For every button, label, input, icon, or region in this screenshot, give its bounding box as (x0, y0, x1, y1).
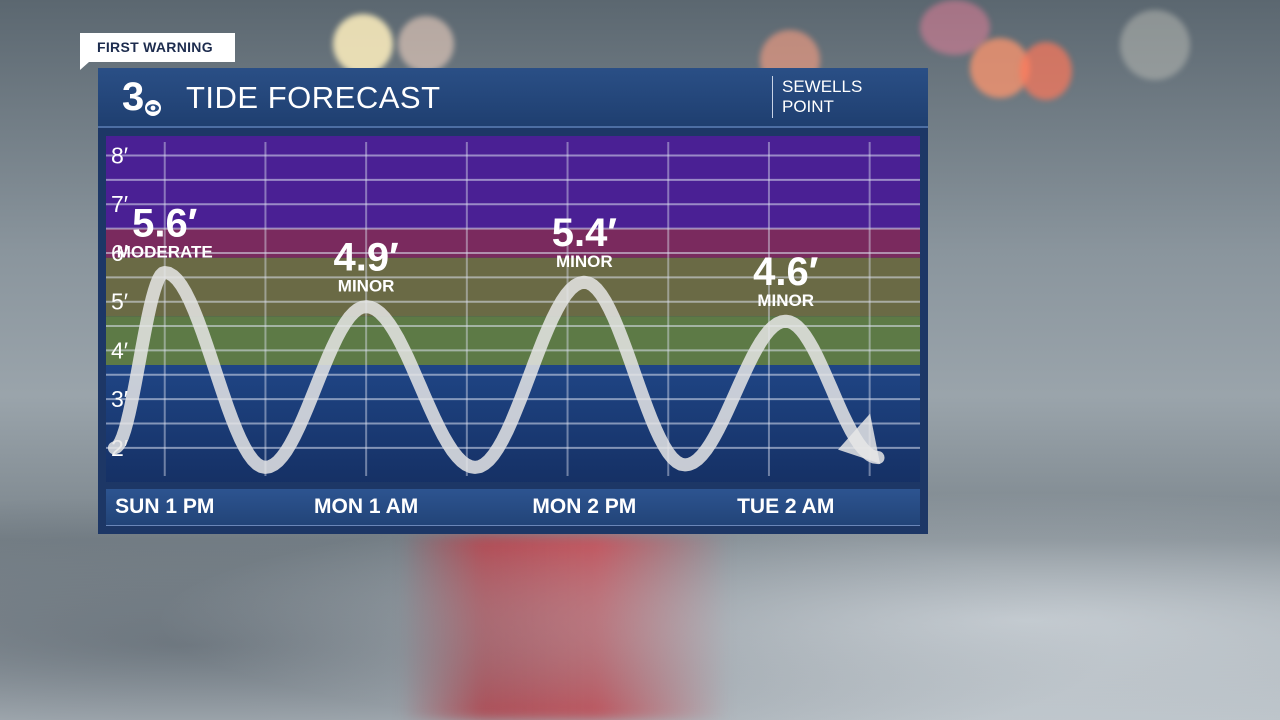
peak-value-label: 5.4′ (552, 211, 617, 255)
first-warning-tag: FIRST WARNING (80, 33, 235, 70)
x-tick-label: MON 2 PM (532, 495, 637, 518)
location-line-2: POINT (782, 97, 834, 116)
location-line-1: SEWELLS (782, 77, 863, 96)
light-bokeh (1120, 10, 1190, 80)
header-bar (98, 68, 928, 128)
peak-flood-level-label: MINOR (556, 252, 613, 271)
x-tick-label: SUN 1 PM (115, 495, 215, 518)
y-tick-label: 8′ (111, 142, 128, 168)
x-axis-label-row (106, 489, 920, 526)
peak-value-label: 4.9′ (334, 236, 399, 280)
y-tick-label: 7′ (111, 191, 128, 217)
major-flood-zone (106, 136, 920, 229)
peak-flood-level-label: MINOR (338, 277, 395, 296)
y-tick-label: 5′ (111, 289, 128, 315)
x-tick-label: TUE 2 AM (737, 495, 835, 518)
y-tick-label: 3′ (111, 386, 128, 412)
station-logo: 3 (122, 75, 161, 118)
y-tick-label: 4′ (111, 337, 128, 363)
station-logo-number: 3 (122, 75, 144, 118)
tide-arrow-head (838, 413, 881, 464)
light-bokeh (398, 16, 454, 72)
minor-flood-zone (106, 257, 920, 317)
x-tick-label: MON 1 AM (314, 495, 419, 518)
peak-flood-level-label: MODERATE (117, 242, 213, 261)
light-bokeh (333, 14, 393, 74)
peak-value-label: 4.6′ (753, 250, 818, 294)
peak-value-label: 5.6′ (132, 201, 197, 245)
y-tick-label: 6′ (111, 240, 128, 266)
peak-flood-level-label: MINOR (757, 291, 814, 310)
light-bokeh (1020, 42, 1072, 100)
page-title: TIDE FORECAST (186, 80, 441, 115)
header-divider (772, 76, 773, 118)
location-label: SEWELLS POINT (782, 77, 862, 117)
tide-curve (107, 266, 885, 474)
